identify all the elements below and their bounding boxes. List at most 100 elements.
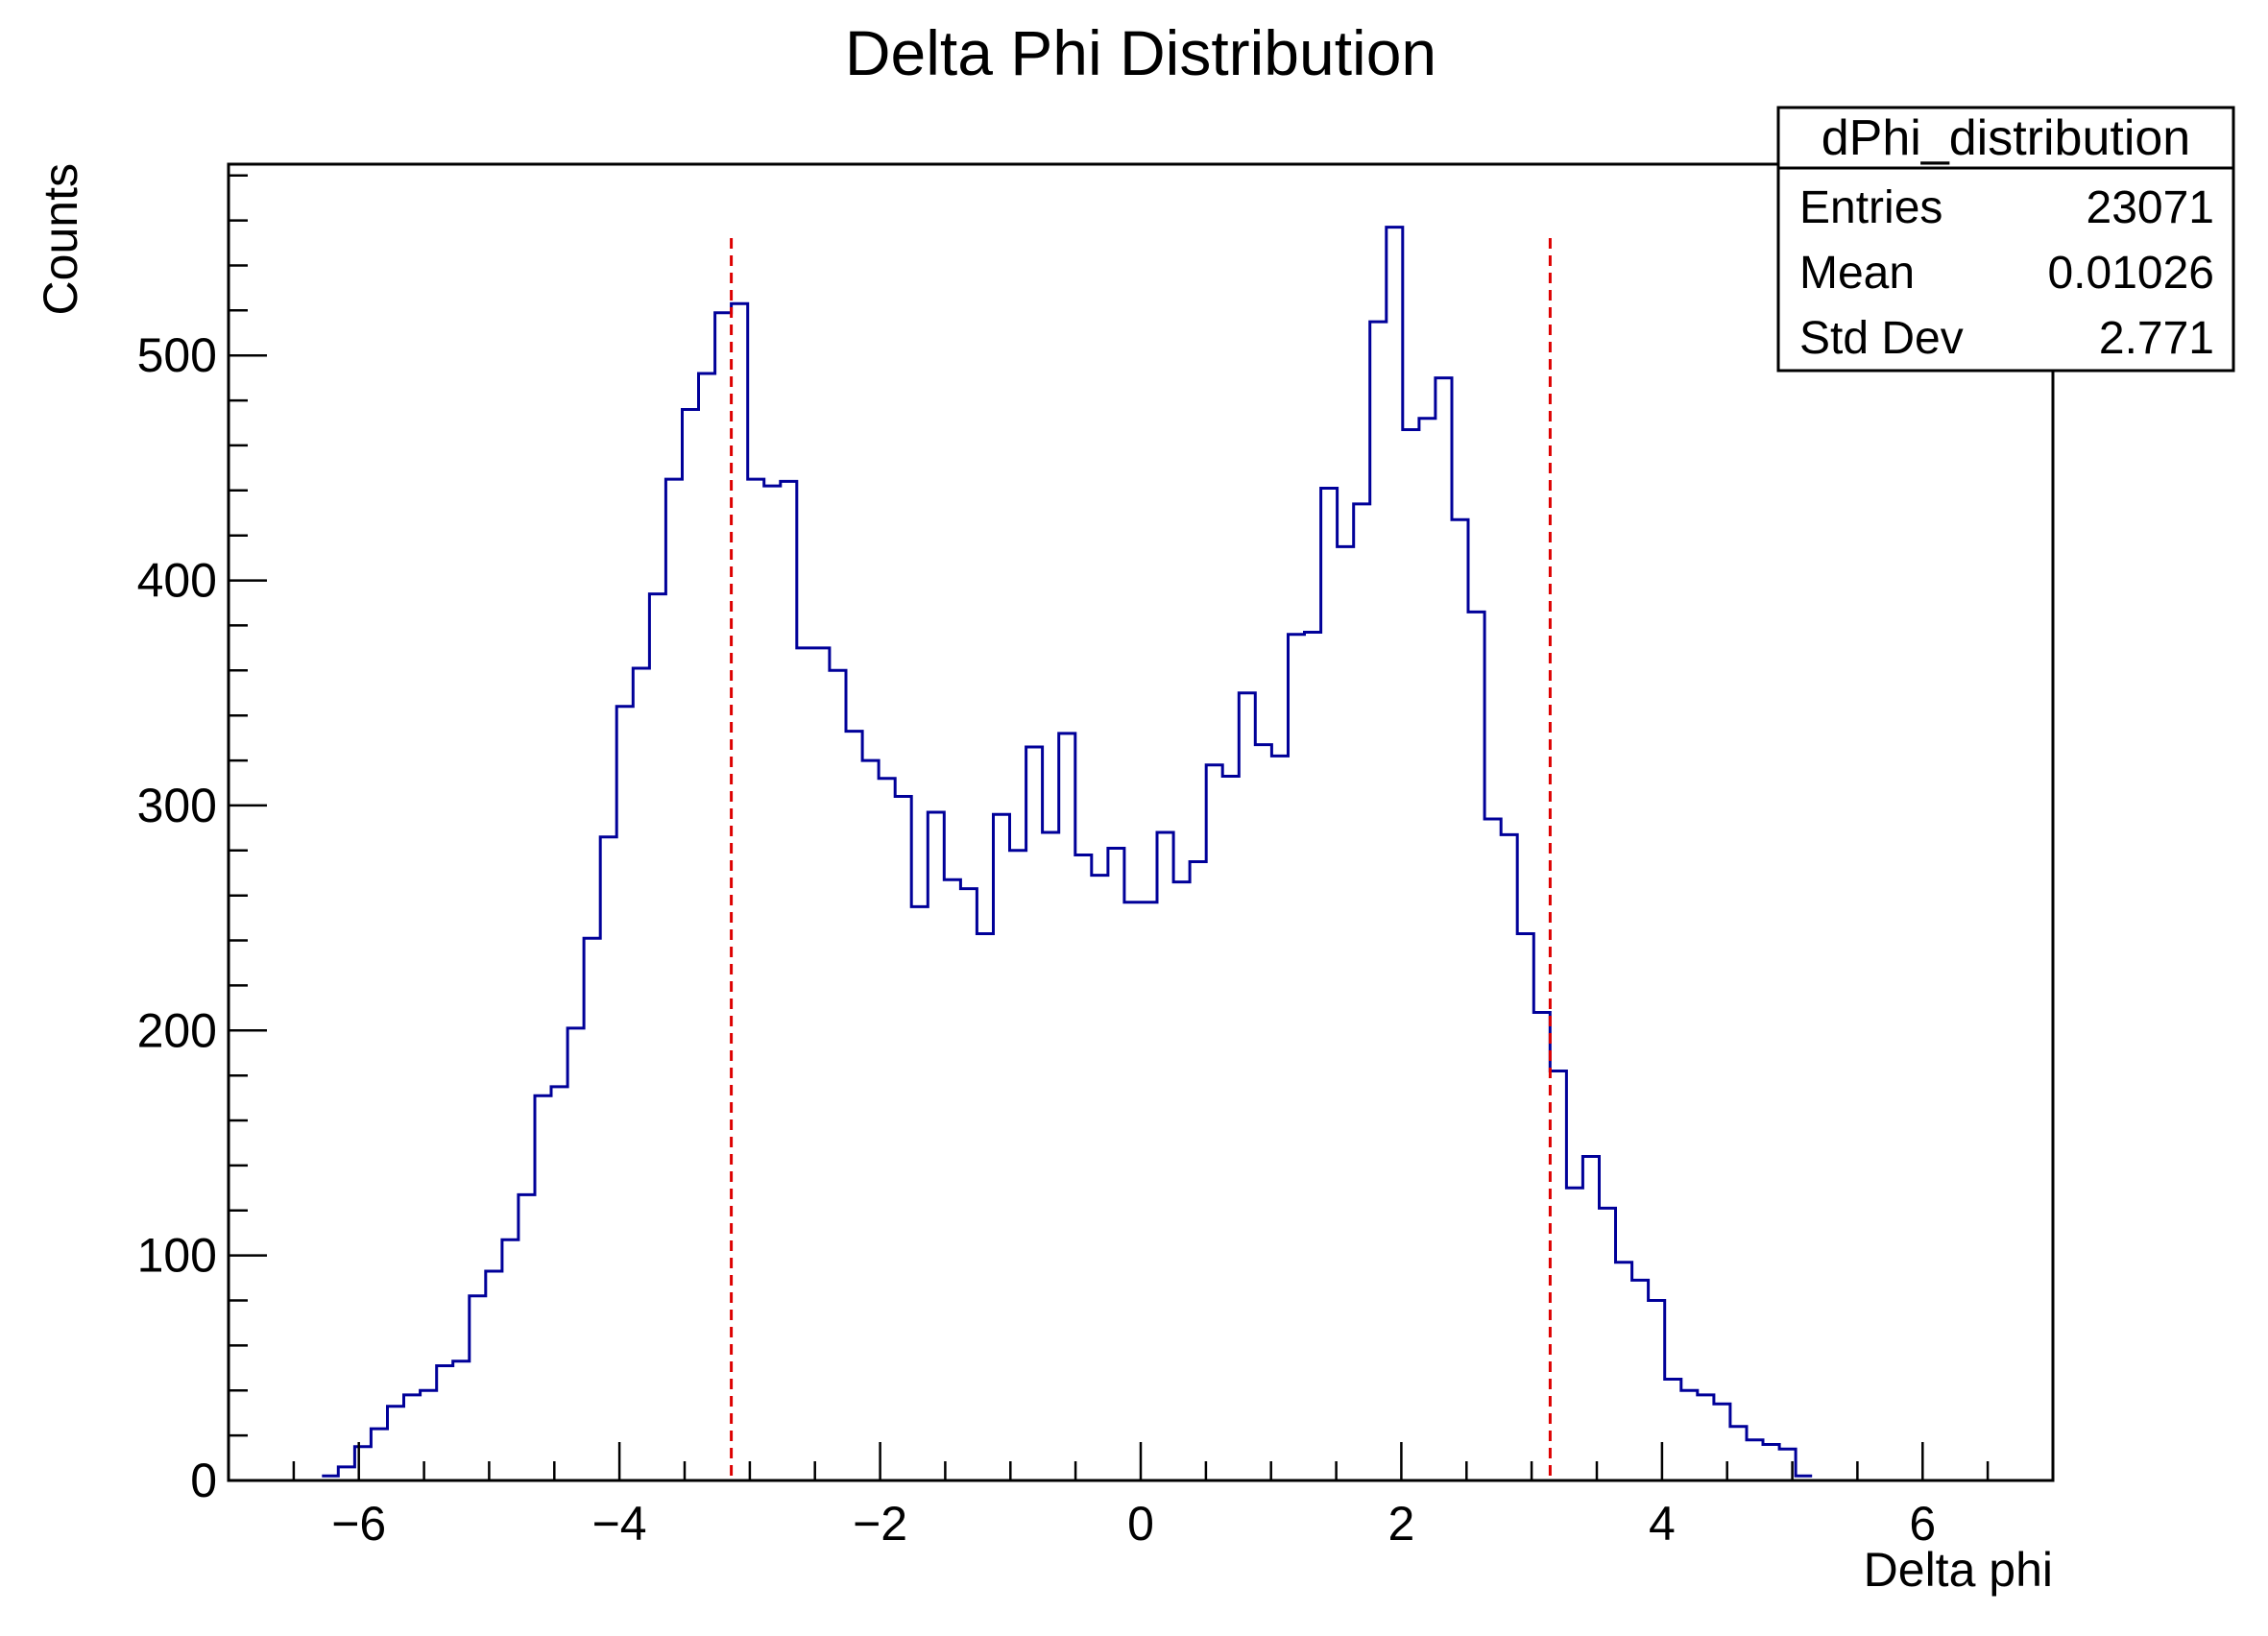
histogram-bin bbox=[1289, 635, 1305, 1480]
histogram-bin bbox=[1419, 419, 1436, 1480]
histogram-bin bbox=[371, 1429, 387, 1480]
stats-box-title: dPhi_distribution bbox=[1822, 110, 2190, 166]
histogram-bin bbox=[1582, 1157, 1599, 1481]
histogram-bin bbox=[748, 479, 764, 1480]
histogram-bin bbox=[665, 479, 682, 1480]
histogram-bin bbox=[633, 668, 649, 1480]
x-tick-labels: −6 −4 −2 0 2 4 6 bbox=[331, 1497, 1936, 1551]
stats-stddev-label: Std Dev bbox=[1799, 313, 1964, 364]
histogram-bin bbox=[486, 1271, 502, 1480]
histogram-bin bbox=[1730, 1427, 1747, 1480]
histogram-bin bbox=[616, 707, 633, 1480]
histogram-bin bbox=[1698, 1395, 1714, 1480]
y-tick-label: 100 bbox=[137, 1229, 217, 1283]
histogram-bin bbox=[994, 814, 1010, 1480]
histogram-bin bbox=[1059, 734, 1075, 1480]
histogram-bin bbox=[1403, 430, 1419, 1481]
histogram-bin bbox=[1387, 228, 1403, 1480]
stats-mean-value: 0.01026 bbox=[2047, 248, 2214, 299]
y-tick-label: 400 bbox=[137, 554, 217, 608]
histogram-bin bbox=[1141, 902, 1157, 1480]
stats-stddev-value: 2.771 bbox=[2099, 313, 2214, 364]
stats-entries-value: 23071 bbox=[2087, 182, 2214, 233]
histogram-bin bbox=[1616, 1263, 1632, 1480]
histogram-bin bbox=[732, 303, 748, 1480]
histogram-bin bbox=[1173, 882, 1190, 1480]
y-tick-label: 500 bbox=[137, 328, 217, 382]
histogram-outline bbox=[322, 226, 1813, 1478]
histogram-bin bbox=[764, 486, 781, 1480]
y-tick-label: 0 bbox=[190, 1454, 217, 1507]
x-tick-label: 2 bbox=[1387, 1497, 1414, 1551]
histogram-bin bbox=[1124, 902, 1141, 1480]
stats-box: dPhi_distribution Entries 23071 Mean 0.0… bbox=[1776, 106, 2235, 373]
y-axis-ticks bbox=[229, 174, 267, 1482]
histogram-bin bbox=[600, 837, 616, 1480]
x-axis-label: Delta phi bbox=[1864, 1543, 2053, 1597]
histogram-bin bbox=[437, 1366, 453, 1481]
histogram-bin bbox=[584, 938, 600, 1480]
histogram-bin bbox=[519, 1194, 535, 1480]
histogram-bin bbox=[1092, 876, 1108, 1480]
histogram-bin bbox=[944, 879, 960, 1480]
histogram-bin bbox=[1239, 693, 1255, 1480]
histogram-bin bbox=[1533, 1013, 1550, 1481]
histogram-bin bbox=[879, 779, 895, 1480]
y-axis-label: Counts bbox=[34, 163, 87, 315]
histogram-bin bbox=[1452, 519, 1468, 1480]
histogram-bin bbox=[1043, 832, 1059, 1480]
histogram-bin bbox=[1255, 745, 1271, 1480]
histogram-bin bbox=[404, 1395, 421, 1480]
histogram-bin bbox=[1600, 1208, 1616, 1480]
x-tick-label: 6 bbox=[1909, 1497, 1936, 1551]
histogram-bin bbox=[715, 313, 732, 1480]
histogram-bin bbox=[911, 906, 928, 1480]
histogram-bin bbox=[797, 648, 813, 1480]
histogram-bin bbox=[453, 1361, 470, 1480]
stats-mean-label: Mean bbox=[1799, 248, 1915, 299]
x-tick-label: −2 bbox=[853, 1497, 907, 1551]
histogram-bin bbox=[977, 934, 993, 1481]
histogram-bin bbox=[502, 1239, 519, 1480]
histogram-bin bbox=[1665, 1380, 1681, 1481]
y-tick-label: 300 bbox=[137, 779, 217, 832]
histogram-bin bbox=[1468, 612, 1484, 1480]
stats-box-frame bbox=[1776, 106, 2235, 373]
histogram-bin bbox=[1338, 546, 1354, 1480]
histogram-bin bbox=[1484, 819, 1501, 1480]
x-axis-ticks bbox=[292, 1442, 1990, 1480]
x-tick-label: −6 bbox=[331, 1497, 386, 1551]
histogram-bin bbox=[1108, 849, 1124, 1481]
histogram-bin bbox=[1075, 855, 1092, 1481]
histogram-bin bbox=[1517, 934, 1533, 1481]
histogram-bin bbox=[1157, 832, 1173, 1480]
histogram-layer bbox=[322, 226, 1813, 1481]
histogram-bin bbox=[354, 1447, 371, 1480]
histogram-bin bbox=[1190, 862, 1206, 1481]
histogram-bin bbox=[928, 812, 944, 1480]
histogram-bin bbox=[846, 732, 862, 1480]
histogram-bin bbox=[1222, 777, 1239, 1481]
histogram-bin bbox=[1206, 765, 1222, 1480]
histogram-bin bbox=[781, 481, 797, 1480]
histogram-bin bbox=[1566, 1188, 1582, 1480]
histogram-bin bbox=[1026, 747, 1043, 1480]
histogram-bin bbox=[567, 1028, 584, 1480]
chart-title: Delta Phi Distribution bbox=[845, 17, 1436, 88]
histogram-bin bbox=[1271, 756, 1288, 1480]
histogram-bin bbox=[470, 1296, 486, 1480]
histogram-bin bbox=[960, 889, 977, 1480]
x-tick-label: −4 bbox=[592, 1497, 647, 1551]
histogram-bin bbox=[649, 594, 665, 1480]
histogram-bin bbox=[1436, 378, 1452, 1480]
histogram-bin bbox=[388, 1407, 404, 1480]
histogram-bin bbox=[421, 1390, 437, 1480]
histogram-bin bbox=[1305, 633, 1321, 1481]
histogram-bin bbox=[813, 648, 830, 1480]
y-tick-labels: 0 100 200 300 400 500 bbox=[137, 328, 217, 1507]
histogram-bin bbox=[1681, 1390, 1698, 1480]
histogram-bin bbox=[535, 1095, 551, 1480]
histogram-bin bbox=[1501, 834, 1517, 1480]
histogram-bin bbox=[1763, 1445, 1779, 1481]
histogram-bin bbox=[1632, 1280, 1649, 1480]
